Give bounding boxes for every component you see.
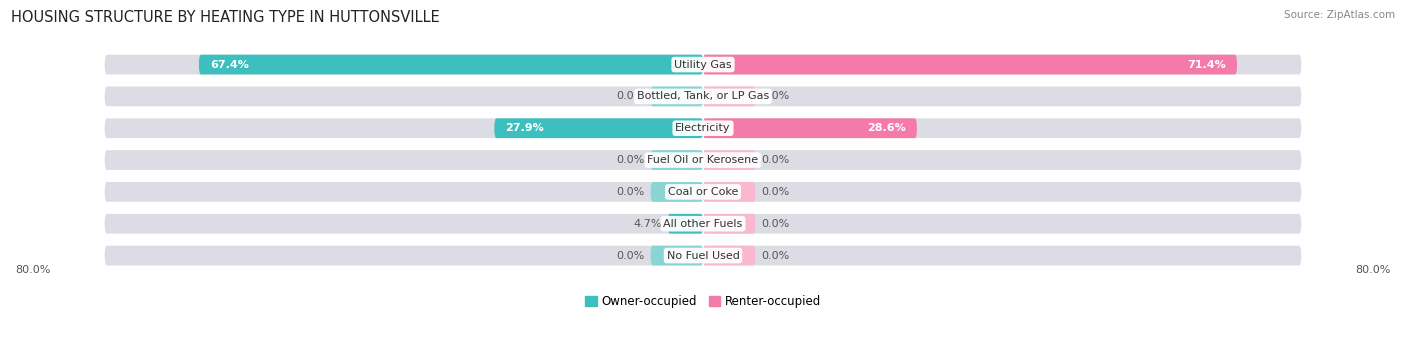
FancyBboxPatch shape: [104, 182, 703, 202]
Text: No Fuel Used: No Fuel Used: [666, 251, 740, 261]
FancyBboxPatch shape: [495, 118, 703, 138]
Text: Source: ZipAtlas.com: Source: ZipAtlas.com: [1284, 10, 1395, 20]
Text: 0.0%: 0.0%: [761, 91, 790, 101]
Text: Utility Gas: Utility Gas: [675, 60, 731, 70]
FancyBboxPatch shape: [703, 55, 1302, 74]
Text: 0.0%: 0.0%: [616, 187, 645, 197]
Text: HOUSING STRUCTURE BY HEATING TYPE IN HUTTONSVILLE: HOUSING STRUCTURE BY HEATING TYPE IN HUT…: [11, 10, 440, 25]
FancyBboxPatch shape: [651, 87, 703, 106]
Text: 80.0%: 80.0%: [1355, 265, 1391, 275]
FancyBboxPatch shape: [703, 246, 755, 265]
Text: 0.0%: 0.0%: [616, 155, 645, 165]
FancyBboxPatch shape: [668, 214, 703, 234]
FancyBboxPatch shape: [703, 182, 1302, 202]
Text: Bottled, Tank, or LP Gas: Bottled, Tank, or LP Gas: [637, 91, 769, 101]
Text: 71.4%: 71.4%: [1187, 60, 1226, 70]
FancyBboxPatch shape: [651, 150, 703, 170]
FancyBboxPatch shape: [703, 182, 755, 202]
Text: All other Fuels: All other Fuels: [664, 219, 742, 229]
Text: 4.7%: 4.7%: [633, 219, 662, 229]
FancyBboxPatch shape: [651, 246, 703, 265]
Text: 67.4%: 67.4%: [209, 60, 249, 70]
FancyBboxPatch shape: [703, 214, 755, 234]
Legend: Owner-occupied, Renter-occupied: Owner-occupied, Renter-occupied: [585, 295, 821, 308]
FancyBboxPatch shape: [104, 55, 703, 74]
Text: 0.0%: 0.0%: [616, 251, 645, 261]
Text: Fuel Oil or Kerosene: Fuel Oil or Kerosene: [647, 155, 759, 165]
FancyBboxPatch shape: [104, 150, 703, 170]
Text: 28.6%: 28.6%: [868, 123, 905, 133]
FancyBboxPatch shape: [703, 87, 1302, 106]
FancyBboxPatch shape: [703, 150, 755, 170]
FancyBboxPatch shape: [703, 118, 917, 138]
FancyBboxPatch shape: [104, 214, 703, 234]
FancyBboxPatch shape: [651, 182, 703, 202]
Text: 0.0%: 0.0%: [761, 187, 790, 197]
Text: Coal or Coke: Coal or Coke: [668, 187, 738, 197]
FancyBboxPatch shape: [200, 55, 703, 74]
FancyBboxPatch shape: [703, 214, 1302, 234]
FancyBboxPatch shape: [703, 118, 1302, 138]
Text: 0.0%: 0.0%: [761, 219, 790, 229]
FancyBboxPatch shape: [703, 150, 1302, 170]
FancyBboxPatch shape: [104, 246, 703, 265]
Text: 0.0%: 0.0%: [761, 155, 790, 165]
FancyBboxPatch shape: [703, 87, 755, 106]
Text: 0.0%: 0.0%: [616, 91, 645, 101]
FancyBboxPatch shape: [104, 87, 703, 106]
Text: Electricity: Electricity: [675, 123, 731, 133]
Text: 80.0%: 80.0%: [15, 265, 51, 275]
Text: 27.9%: 27.9%: [506, 123, 544, 133]
FancyBboxPatch shape: [703, 55, 1237, 74]
FancyBboxPatch shape: [104, 118, 703, 138]
FancyBboxPatch shape: [703, 246, 1302, 265]
Text: 0.0%: 0.0%: [761, 251, 790, 261]
